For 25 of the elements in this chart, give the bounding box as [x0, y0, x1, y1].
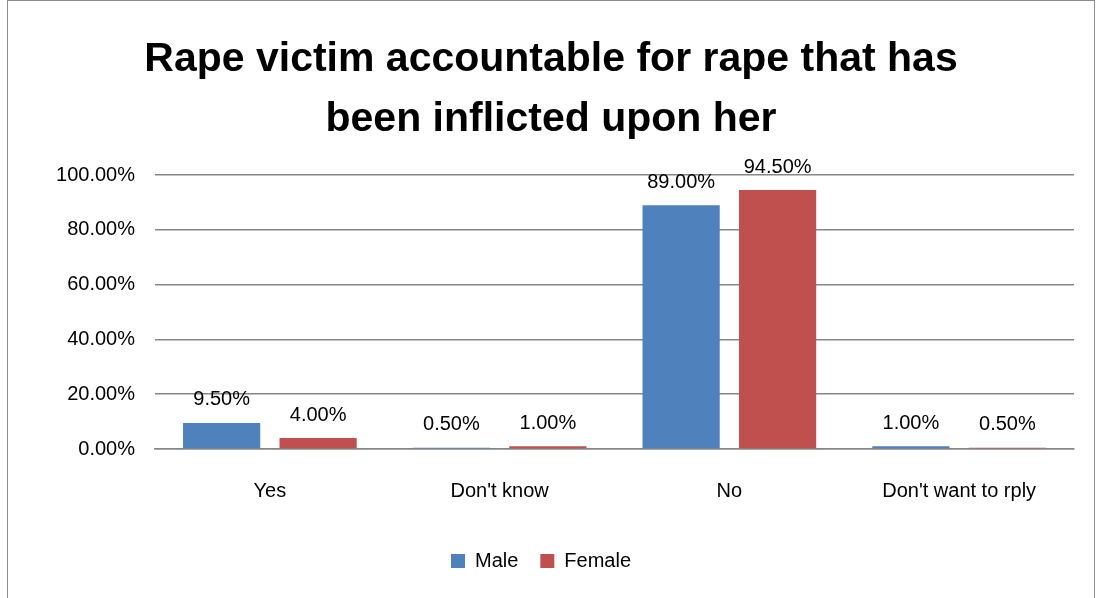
data-label: 94.50%: [743, 154, 812, 177]
data-label: 1.00%: [519, 410, 577, 433]
chart-title: Rape victim accountable for rape that has been inflicted upon her: [143, 33, 959, 142]
y-tick-label: 0.00%: [78, 436, 136, 459]
legend-label: Female: [564, 548, 632, 571]
x-tick-label: No: [716, 478, 743, 501]
data-label: 89.00%: [647, 169, 716, 192]
bar: [739, 190, 817, 449]
x-tick-label: Don't want to rply: [882, 478, 1037, 501]
data-label: 9.50%: [193, 387, 251, 410]
data-label: 4.00%: [289, 402, 347, 425]
y-tick-label: 40.00%: [67, 326, 136, 349]
data-label: 0.50%: [979, 412, 1036, 435]
y-tick-label: 20.00%: [67, 381, 136, 404]
y-tick-label: 80.00%: [67, 217, 136, 240]
legend-label: Male: [474, 548, 519, 571]
bar: [279, 438, 357, 449]
y-tick-label: 100.00%: [56, 162, 136, 185]
data-label: 0.50%: [423, 412, 480, 435]
bar: [642, 205, 720, 449]
y-tick-label: 60.00%: [67, 272, 136, 295]
x-tick-label: Don't know: [450, 478, 550, 501]
x-tick-label: Yes: [253, 478, 287, 501]
bar: [183, 422, 261, 449]
data-label: 1.00%: [882, 410, 940, 433]
